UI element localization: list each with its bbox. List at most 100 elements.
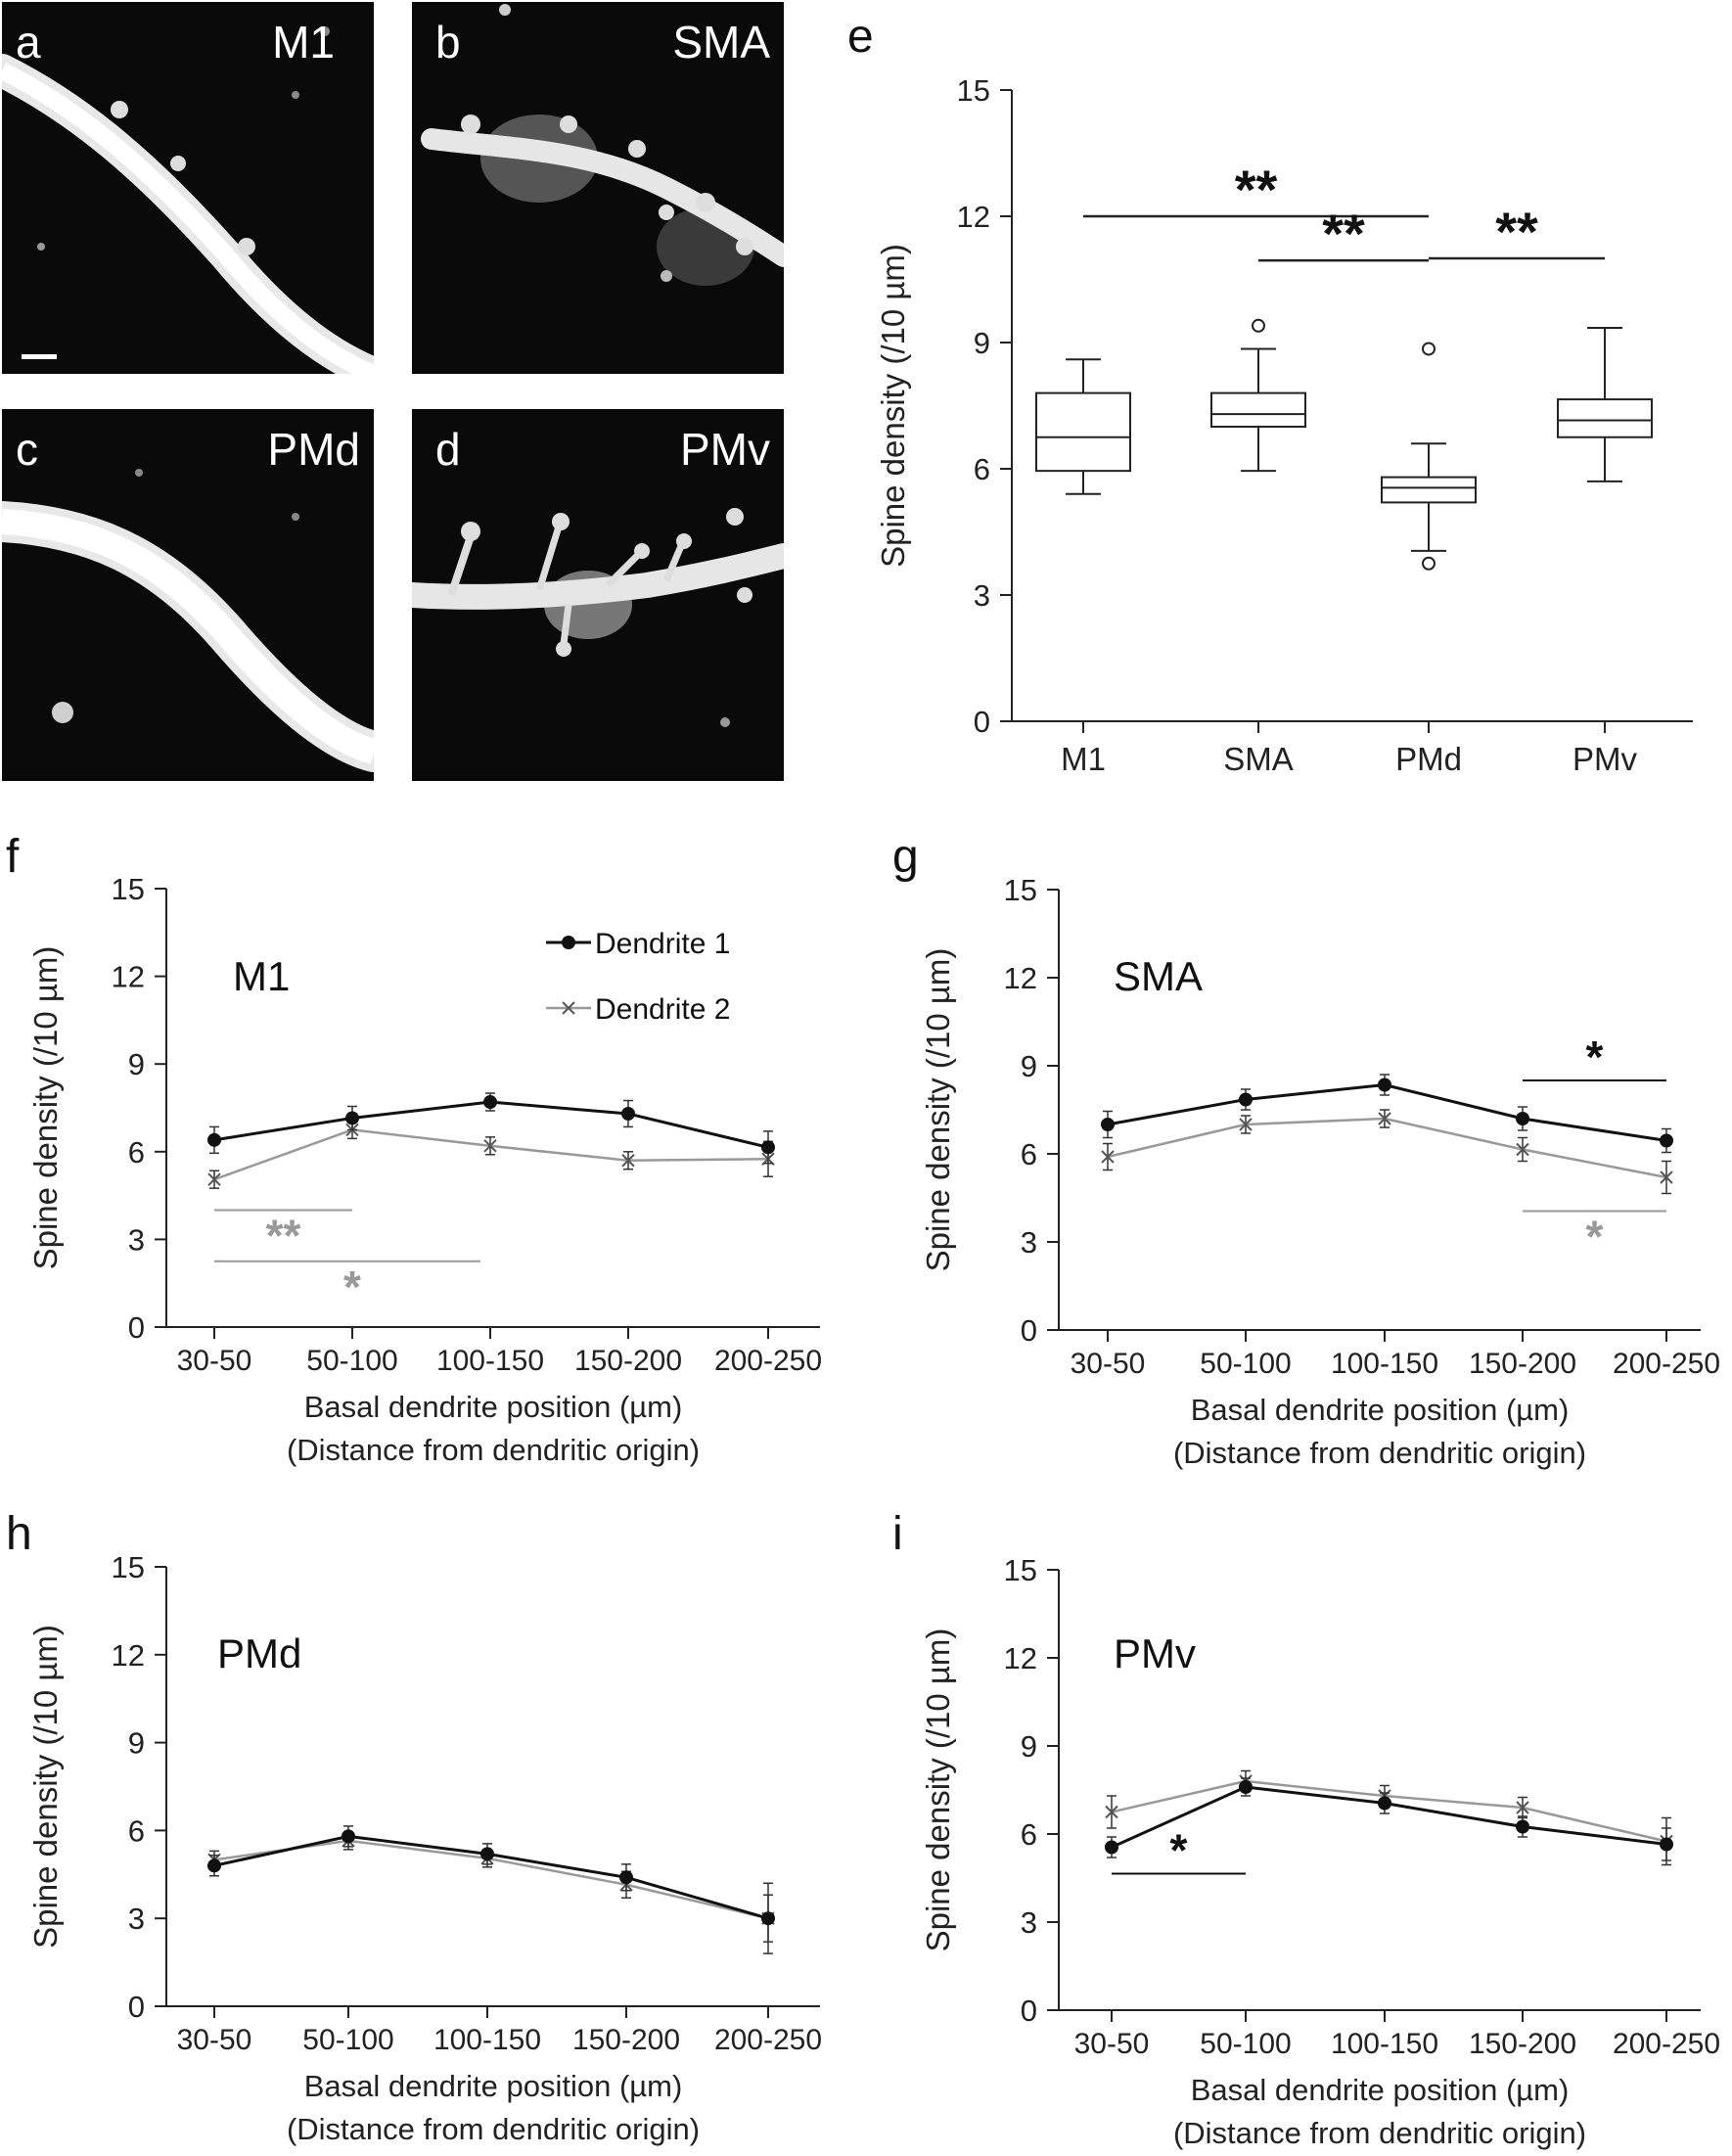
g-significance-label: * bbox=[1586, 1212, 1604, 1262]
e-outlier bbox=[1422, 556, 1436, 571]
i-y-tick-label: 3 bbox=[1021, 1905, 1037, 1940]
h-y-tick-label: 0 bbox=[128, 1990, 145, 2024]
f-y-tick-label: 3 bbox=[128, 1222, 145, 1257]
f-x-tick-label: 150-200 bbox=[574, 1345, 682, 1377]
panel-letter-a: a bbox=[16, 17, 41, 68]
i-series-1-point bbox=[1660, 1837, 1673, 1852]
panel-letter-f: f bbox=[6, 831, 20, 883]
g-series-1-point bbox=[1239, 1092, 1253, 1107]
g-series-2-point bbox=[1660, 1170, 1673, 1184]
g-series-1-line bbox=[1107, 1082, 1667, 1142]
g-y-tick-label: 0 bbox=[1021, 1313, 1037, 1348]
g-x-tick-label: 50-100 bbox=[1200, 1348, 1291, 1380]
region-label-sma: SMA bbox=[672, 17, 770, 68]
h-x-tick-label: 200-250 bbox=[714, 2024, 822, 2056]
g-series-2-point bbox=[1378, 1112, 1391, 1125]
i-x-tick-label: 50-100 bbox=[1200, 2028, 1291, 2060]
h-y-axis-title: Spine density (/10 µm) bbox=[27, 1625, 64, 1949]
f-y-tick-label: 12 bbox=[112, 960, 145, 994]
f-y-axis-title: Spine density (/10 µm) bbox=[27, 946, 64, 1270]
i-x-tick-label: 150-200 bbox=[1469, 2028, 1576, 2060]
g-series-2-point bbox=[1239, 1118, 1253, 1131]
h-y-tick-label: 15 bbox=[112, 1550, 145, 1584]
f-legend-dendrite-2-label: Dendrite 2 bbox=[595, 993, 730, 1026]
i-x-tick-label: 30-50 bbox=[1074, 2028, 1150, 2060]
panel-letter-g: g bbox=[892, 831, 919, 883]
h-y-tick-label: 12 bbox=[112, 1638, 145, 1673]
e-y-tick-label: 0 bbox=[974, 705, 990, 739]
g-x-axis-subtitle: (Distance from dendritic origin) bbox=[1173, 1436, 1586, 1470]
i-x-tick-label: 200-250 bbox=[1613, 2028, 1720, 2060]
g-x-tick-label: 200-250 bbox=[1613, 1348, 1720, 1380]
e-box bbox=[1210, 391, 1306, 429]
g-x-tick-label: 30-50 bbox=[1071, 1348, 1146, 1380]
h-x-tick-label: 150-200 bbox=[572, 2024, 680, 2056]
g-y-tick-label: 3 bbox=[1021, 1225, 1037, 1260]
f-x-axis-title: Basal dendrite position (µm) bbox=[304, 1390, 683, 1424]
h-y-tick-label: 6 bbox=[128, 1813, 145, 1848]
f-y-tick-label: 15 bbox=[112, 872, 145, 906]
f-series-1-point bbox=[483, 1095, 497, 1110]
e-y-tick-label: 15 bbox=[957, 73, 990, 108]
i-x-tick-label: 100-150 bbox=[1331, 2028, 1438, 2060]
i-series-1-point bbox=[1239, 1780, 1253, 1794]
e-outlier bbox=[1422, 342, 1436, 356]
e-y-tick-label: 3 bbox=[974, 578, 990, 613]
i-series-1-point bbox=[1516, 1819, 1529, 1834]
h-series-1-point bbox=[207, 1858, 221, 1873]
h-x-axis-subtitle: (Distance from dendritic origin) bbox=[287, 2112, 700, 2146]
e-x-tick-label: SMA bbox=[1223, 741, 1294, 777]
f-series-2-point bbox=[207, 1172, 221, 1186]
f-series-1-point bbox=[207, 1132, 221, 1147]
e-y-tick-label: 9 bbox=[974, 326, 990, 360]
e-y-tick-label: 6 bbox=[974, 452, 990, 486]
dendrite-image-m1 bbox=[2, 26, 374, 374]
panel-letter-h: h bbox=[6, 1508, 32, 1560]
e-significance-label: ** bbox=[1495, 201, 1538, 262]
g-series-2-point bbox=[1516, 1142, 1529, 1157]
e-x-tick-label: PMv bbox=[1572, 741, 1638, 777]
f-series-2-point bbox=[483, 1139, 497, 1153]
f-x-tick-label: 100-150 bbox=[436, 1345, 544, 1377]
h-y-tick-label: 3 bbox=[128, 1902, 145, 1936]
g-x-tick-label: 100-150 bbox=[1331, 1348, 1438, 1380]
panel-letter-e: e bbox=[847, 11, 874, 63]
i-y-tick-label: 15 bbox=[1004, 1553, 1037, 1587]
g-significance-label: * bbox=[1586, 1032, 1604, 1082]
micrograph-pmd: c PMd bbox=[2, 409, 374, 781]
micrograph-pmv: d PMv bbox=[412, 409, 784, 781]
i-x-axis-subtitle: (Distance from dendritic origin) bbox=[1173, 2116, 1586, 2150]
f-series-1-point bbox=[761, 1140, 775, 1155]
h-y-tick-label: 9 bbox=[128, 1726, 145, 1761]
e-x-tick-label: PMd bbox=[1395, 741, 1462, 777]
g-y-tick-label: 12 bbox=[1004, 961, 1037, 995]
e-x-tick-label: M1 bbox=[1061, 741, 1106, 777]
f-significance-label: ** bbox=[266, 1211, 301, 1261]
h-series-1-point bbox=[761, 1911, 775, 1926]
f-x-axis-subtitle: (Distance from dendritic origin) bbox=[287, 1433, 700, 1467]
region-label-m1: M1 bbox=[272, 17, 335, 68]
f-series-1-point bbox=[345, 1111, 359, 1125]
g-y-tick-label: 6 bbox=[1021, 1137, 1037, 1171]
g-chart-title: SMA bbox=[1114, 953, 1203, 999]
h-x-tick-label: 50-100 bbox=[302, 2024, 393, 2056]
e-box bbox=[1381, 476, 1477, 504]
e-y-axis-title: Spine density (/10 µm) bbox=[875, 244, 911, 568]
region-label-pmd: PMd bbox=[267, 424, 360, 475]
f-x-tick-label: 30-50 bbox=[177, 1345, 252, 1377]
micrograph-sma: b SMA bbox=[412, 2, 784, 374]
i-x-axis-title: Basal dendrite position (µm) bbox=[1191, 2073, 1570, 2107]
f-series-2-point bbox=[621, 1154, 635, 1168]
f-x-tick-label: 50-100 bbox=[306, 1345, 397, 1377]
f-y-tick-label: 6 bbox=[128, 1135, 145, 1170]
dendrite-image-sma bbox=[421, 4, 784, 286]
f-y-tick-label: 0 bbox=[128, 1310, 145, 1345]
h-x-tick-label: 100-150 bbox=[433, 2024, 541, 2056]
i-chart-title: PMv bbox=[1114, 1630, 1196, 1676]
f-y-tick-label: 9 bbox=[128, 1047, 145, 1081]
h-series-1-point bbox=[342, 1829, 355, 1844]
f-significance-label: * bbox=[343, 1261, 361, 1312]
i-y-tick-label: 12 bbox=[1004, 1641, 1037, 1675]
g-series-1-point bbox=[1101, 1118, 1115, 1131]
